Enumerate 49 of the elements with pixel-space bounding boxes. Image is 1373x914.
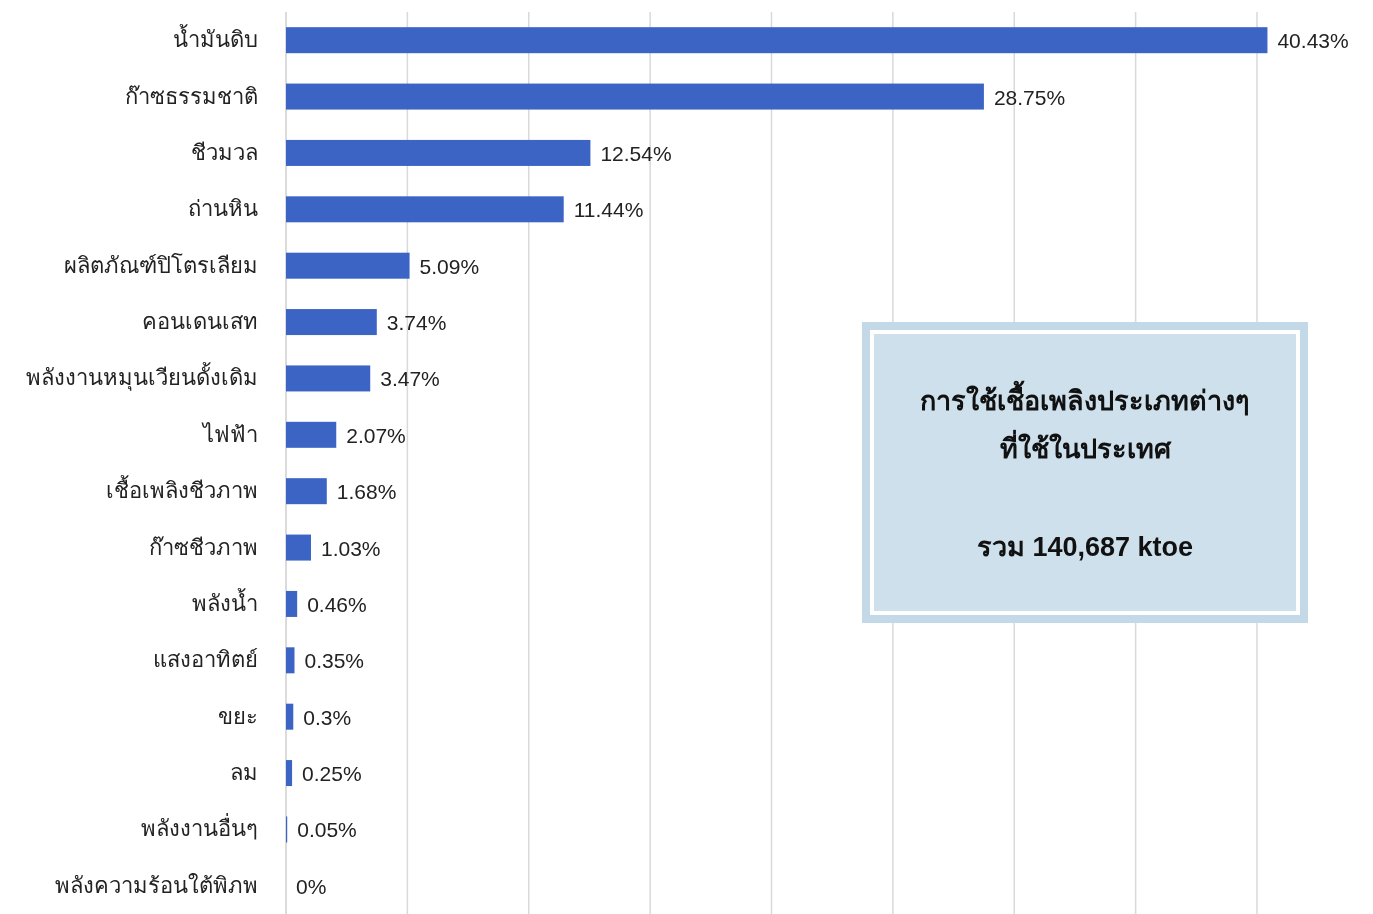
data-label: 1.68% [336, 480, 397, 504]
bar [286, 647, 295, 674]
data-label: 0.46% [307, 592, 367, 616]
bar [286, 365, 371, 392]
data-label: 12.54% [600, 141, 672, 165]
bar [286, 421, 337, 448]
y-tick-label: ก๊าซธรรมชาติ [125, 83, 258, 109]
data-label: 3.47% [380, 367, 440, 391]
data-label: 3.74% [386, 311, 447, 335]
y-tick-label: ไฟฟ้า [201, 421, 258, 447]
data-label: 0% [296, 874, 327, 898]
y-tick-label: ถ่านหิน [188, 196, 258, 222]
y-tick-label: พลังความร้อนใต้พิภพ [55, 872, 258, 898]
data-label: 0.35% [304, 649, 365, 673]
bar [286, 478, 327, 505]
data-label: 0.25% [302, 762, 362, 786]
bar [286, 27, 1268, 54]
y-tick-label: ก๊าซชีวภาพ [149, 534, 258, 560]
data-label: 0.3% [303, 705, 352, 729]
data-label: 28.75% [993, 85, 1066, 109]
bar [286, 196, 564, 223]
bar [286, 534, 311, 561]
y-tick-label: พลังน้ำ [192, 587, 258, 616]
y-tick-label: ขยะ [218, 703, 258, 729]
bar [286, 252, 410, 279]
bar [286, 83, 984, 110]
data-label: 5.09% [419, 254, 480, 278]
y-tick-label: ผลิตภัณฑ์ปิโตรเลียม [64, 252, 258, 278]
annotation: การใช้เชื้อเพลิงประเภทต่างๆ [920, 380, 1250, 416]
y-tick-label: ลม [230, 760, 258, 786]
bar [286, 590, 298, 617]
bar [286, 760, 293, 787]
y-tick-label: น้ำมันดิบ [173, 24, 258, 53]
data-label: 1.03% [321, 536, 381, 560]
data-label: 2.07% [346, 423, 406, 447]
y-tick-label: เชื้อเพลิงชีวภาพ [106, 475, 258, 504]
bar [286, 703, 294, 730]
y-tick-label: แสงอาทิตย์ [153, 647, 258, 673]
data-label: 11.44% [573, 198, 644, 222]
y-tick-label: พลังงานหมุนเวียนดั้งเดิม [26, 362, 258, 392]
annotation: ที่ใช้ในประเทศ [999, 429, 1172, 464]
data-label: 0.05% [297, 818, 357, 842]
y-tick-label: คอนเดนเสท [142, 309, 258, 335]
annotation: รวม 140,687 ktoe [976, 532, 1194, 562]
bar [286, 309, 377, 336]
bar [286, 139, 591, 166]
y-tick-label: ชีวมวล [191, 139, 258, 165]
y-tick-label: พลังงานอื่นๆ [141, 813, 258, 842]
data-label: 40.43% [1277, 29, 1349, 53]
